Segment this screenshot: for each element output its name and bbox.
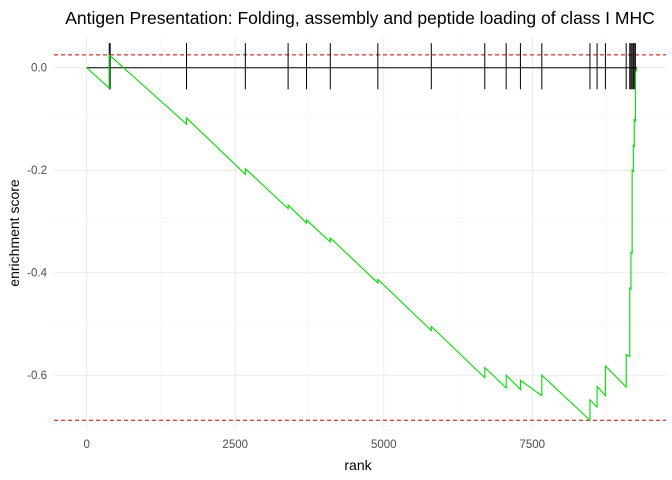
threshold-lines xyxy=(54,54,666,421)
grid xyxy=(54,37,666,429)
y-tick-label: -0.6 xyxy=(27,370,47,382)
series-lines xyxy=(86,53,638,422)
x-tick-label: 0 xyxy=(83,439,89,451)
x-tick-label: 5000 xyxy=(371,439,397,451)
enrichment-score-line xyxy=(86,53,638,422)
hit-marks xyxy=(108,43,636,90)
y-tick-label: -0.2 xyxy=(27,165,47,177)
y-axis-title: enrichment score xyxy=(6,179,22,287)
y-tick-label: 0.0 xyxy=(31,63,47,75)
y-tick-label: -0.4 xyxy=(27,268,47,280)
chart-title: Antigen Presentation: Folding, assembly … xyxy=(65,8,655,28)
y-tick-labels: 0.0 -0.2 -0.4 -0.6 xyxy=(27,63,47,382)
x-tick-label: 2500 xyxy=(222,439,248,451)
x-tick-labels: 0 2500 5000 7500 xyxy=(83,439,545,451)
x-tick-label: 7500 xyxy=(520,439,546,451)
x-axis-title: rank xyxy=(344,457,372,473)
